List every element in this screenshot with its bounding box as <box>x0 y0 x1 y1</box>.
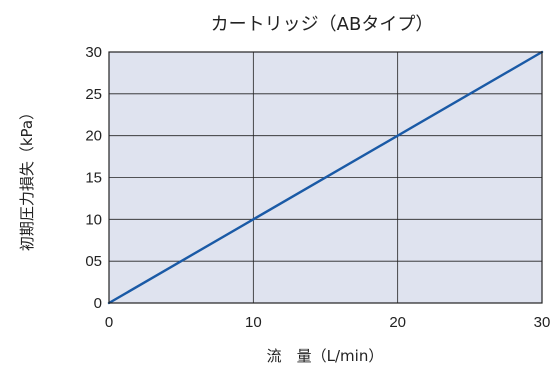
series-lines <box>107 50 544 305</box>
y-tick-label: 20 <box>85 128 102 145</box>
y-axis-label: 初期圧力損失（kPa） <box>18 105 36 251</box>
x-axis-ticks: 0 10 20 30 <box>105 314 551 331</box>
y-tick-label: 05 <box>85 253 102 270</box>
y-tick-label: 10 <box>85 211 102 228</box>
x-tick-label: 10 <box>245 314 262 331</box>
y-axis-ticks: 0 05 10 15 20 25 30 <box>85 44 102 312</box>
chart-title: カートリッジ（ABタイプ） <box>211 14 434 35</box>
y-tick-label: 25 <box>85 86 102 103</box>
series-line <box>107 50 544 305</box>
x-tick-label: 0 <box>105 314 113 331</box>
x-axis-label: 流 量（L/min） <box>267 347 384 365</box>
y-tick-label: 0 <box>94 295 102 312</box>
x-tick-label: 20 <box>389 314 406 331</box>
plot-frame <box>108 51 543 304</box>
y-tick-label: 15 <box>85 170 102 187</box>
x-tick-label: 30 <box>534 314 551 331</box>
y-tick-label: 30 <box>85 44 102 61</box>
